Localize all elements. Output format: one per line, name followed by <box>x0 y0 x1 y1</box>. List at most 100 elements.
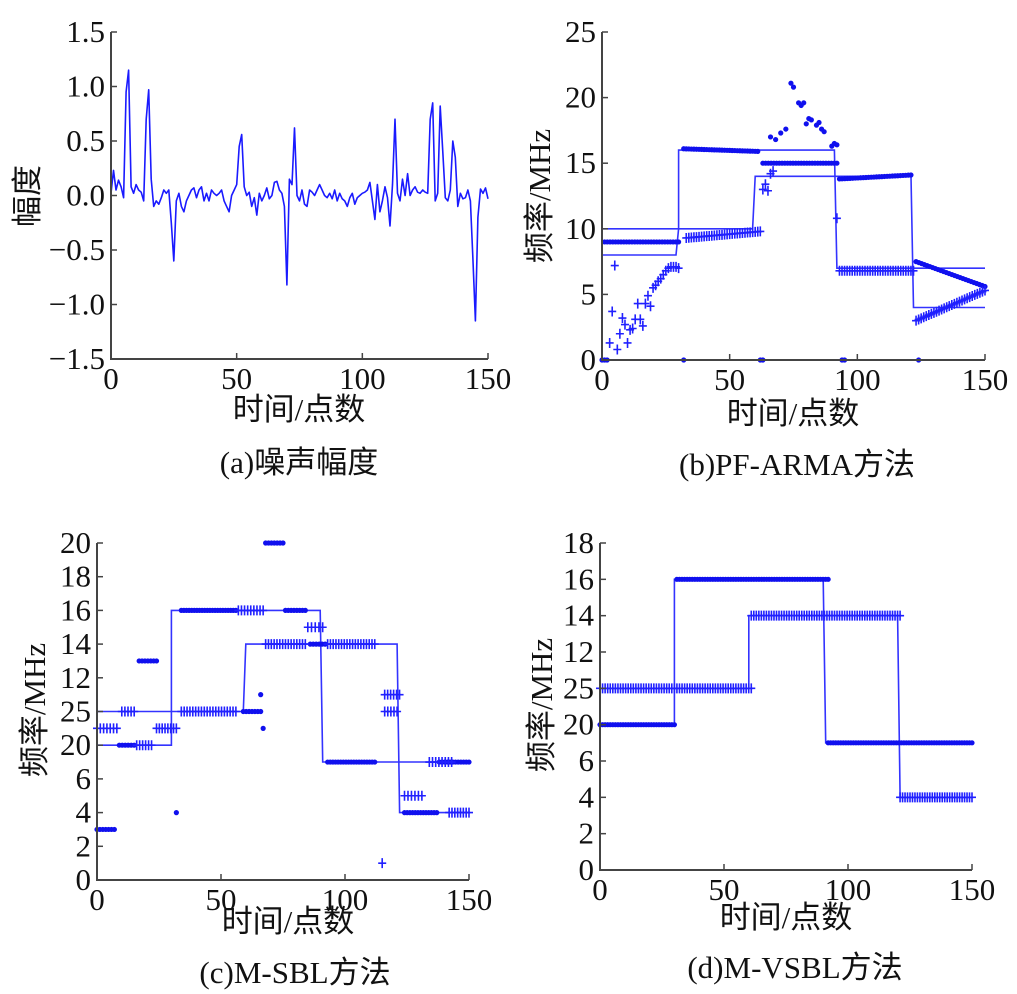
panel-c-estimate-dot <box>153 658 160 664</box>
panel-c-ytick-label: 4 <box>76 795 92 830</box>
panel-d-estimate-plus <box>747 683 756 694</box>
panel-b-estimate-plus <box>763 185 772 196</box>
panel-b-estimate-plus <box>981 285 989 296</box>
panel-a-ytick-label: 1.5 <box>66 14 105 49</box>
panel-c-ytick-label: 20 <box>60 525 91 560</box>
panel-d-axis-frame <box>599 543 972 871</box>
panel-b-estimate-plus <box>613 344 622 355</box>
panel-a-xtick-label: 0 <box>103 361 119 396</box>
panel-b-estimate-dot <box>783 126 789 132</box>
panel-d-ytick-label: 25 <box>563 670 594 705</box>
panel-b-estimate-plus <box>633 298 642 309</box>
panel-b-true-track-1 <box>602 149 985 269</box>
panel-c-estimate-plus <box>417 790 426 801</box>
panel-b-pf-arma: 0 50 100 150 0 5 10 15 20 25 时间/点数 频率/MHz (b)PF-A… <box>522 14 1008 482</box>
panel-c-estimate-dot <box>372 759 378 765</box>
panel-a-xtick-label: 50 <box>221 361 252 396</box>
panel-a-noise-line <box>110 69 489 322</box>
panel-b-estimate-dot <box>908 172 914 178</box>
panel-b-estimate-dot <box>834 142 840 148</box>
panel-c-estimate-dot <box>111 826 117 833</box>
panel-b-estimate-plus <box>909 265 918 276</box>
panel-b-true-track-2 <box>602 175 985 309</box>
panel-c-estimate-dot <box>258 692 264 698</box>
panel-a-xtick-label: 150 <box>465 361 512 396</box>
panel-b-estimate-plus <box>628 323 637 334</box>
panel-c-ytick-label: 18 <box>60 559 91 594</box>
panel-a-ytick-label: −0.5 <box>49 232 105 267</box>
panel-b-estimate-plus <box>618 313 627 324</box>
panel-b-estimate-dot <box>755 148 761 154</box>
panel-b-ytick-label: 10 <box>565 211 596 246</box>
panel-b-estimate-plus <box>758 184 767 195</box>
panel-a-ytick-label: 0.5 <box>66 123 105 158</box>
panel-c-estimate-dot <box>280 540 286 546</box>
panel-c-marks <box>93 540 473 869</box>
panel-d-true-track-1 <box>600 578 972 744</box>
panel-c-estimate-dot <box>434 810 440 816</box>
panel-c-ytick-label: 14 <box>60 626 92 661</box>
panel-c-estimate-plus <box>393 706 402 717</box>
panel-b-estimate-plus <box>620 319 629 330</box>
panel-b-estimate-dot <box>676 239 682 245</box>
panel-b-marks <box>599 80 989 363</box>
panel-d-ytick-label: 20 <box>563 707 594 742</box>
panel-b-estimate-plus <box>605 337 614 348</box>
panel-c-estimate-plus <box>318 622 327 633</box>
panel-b-estimate-dot <box>790 84 797 90</box>
panel-b-estimate-plus <box>756 226 765 237</box>
panel-c-xtick-label: 150 <box>446 882 493 917</box>
panel-b-xtick-label: 0 <box>594 362 610 397</box>
panel-a-xtick-label: 100 <box>339 361 386 396</box>
panel-d-ytick-label: 0 <box>579 852 595 887</box>
panel-c-estimate-plus <box>259 605 268 616</box>
panel-c-estimate-plus <box>130 706 139 717</box>
panel-b-estimate-plus <box>623 337 632 348</box>
panel-d-ytick-label: 14 <box>563 598 595 633</box>
panel-b-estimate-dot <box>816 119 822 126</box>
panel-b-ytick-label: 15 <box>565 145 596 180</box>
panel-d-estimate-plus <box>968 792 976 803</box>
panel-d-estimate-dot <box>671 722 678 728</box>
panel-d-estimate-plus <box>896 610 905 621</box>
panel-b-estimate-plus <box>641 298 650 309</box>
panel-c-estimate-plus <box>378 858 387 869</box>
panel-b-estimate-plus <box>636 314 645 325</box>
panel-c-ytick-label: 6 <box>76 761 92 796</box>
panel-d-caption: (d)M-VSBL方法 <box>687 950 902 985</box>
panel-b-estimate-plus <box>761 179 770 190</box>
panel-d-xtick-label: 0 <box>592 872 608 907</box>
panel-c-estimate-dot <box>302 607 308 614</box>
panel-b-estimate-dot <box>834 160 840 166</box>
panel-c-xlabel: 时间/点数 <box>222 904 355 939</box>
panel-b-ytick-label: 20 <box>565 80 596 115</box>
panel-b-estimate-plus <box>643 290 652 301</box>
panel-b-axes: 0 50 100 150 0 5 10 15 20 25 <box>565 14 1008 397</box>
panel-c-ytick-label: 16 <box>60 592 91 627</box>
panel-b-estimate-plus <box>638 320 647 331</box>
panel-c-estimate-plus <box>147 740 156 751</box>
panel-c-estimate-plus <box>301 639 310 650</box>
panel-d-xtick-label: 150 <box>949 872 996 907</box>
panel-a-ytick-label: 0.0 <box>66 178 105 213</box>
panel-c-estimate-plus <box>231 706 240 717</box>
panel-c-estimate-plus <box>447 757 456 768</box>
panel-c-estimate-dot <box>258 708 264 715</box>
panel-a-caption: (a)噪声幅度 <box>220 445 378 480</box>
panel-d-marks <box>596 576 976 803</box>
panel-b-estimate-plus <box>646 301 655 312</box>
panel-b-estimate-dot <box>788 80 794 86</box>
panel-c-estimate-plus <box>112 723 121 734</box>
panel-b-estimate-dot <box>801 100 807 106</box>
panel-c-ytick-label: 12 <box>60 660 91 695</box>
panel-d-xtick-label: 100 <box>825 872 872 907</box>
panel-b-estimate-dot <box>767 134 774 140</box>
panel-b-xtick-label: 100 <box>834 362 881 397</box>
panel-b-estimate-dot <box>773 136 779 143</box>
panel-d-estimate-dot <box>825 576 831 582</box>
panel-b-caption: (b)PF-ARMA方法 <box>679 447 915 482</box>
panel-c-estimate-plus <box>465 807 473 818</box>
